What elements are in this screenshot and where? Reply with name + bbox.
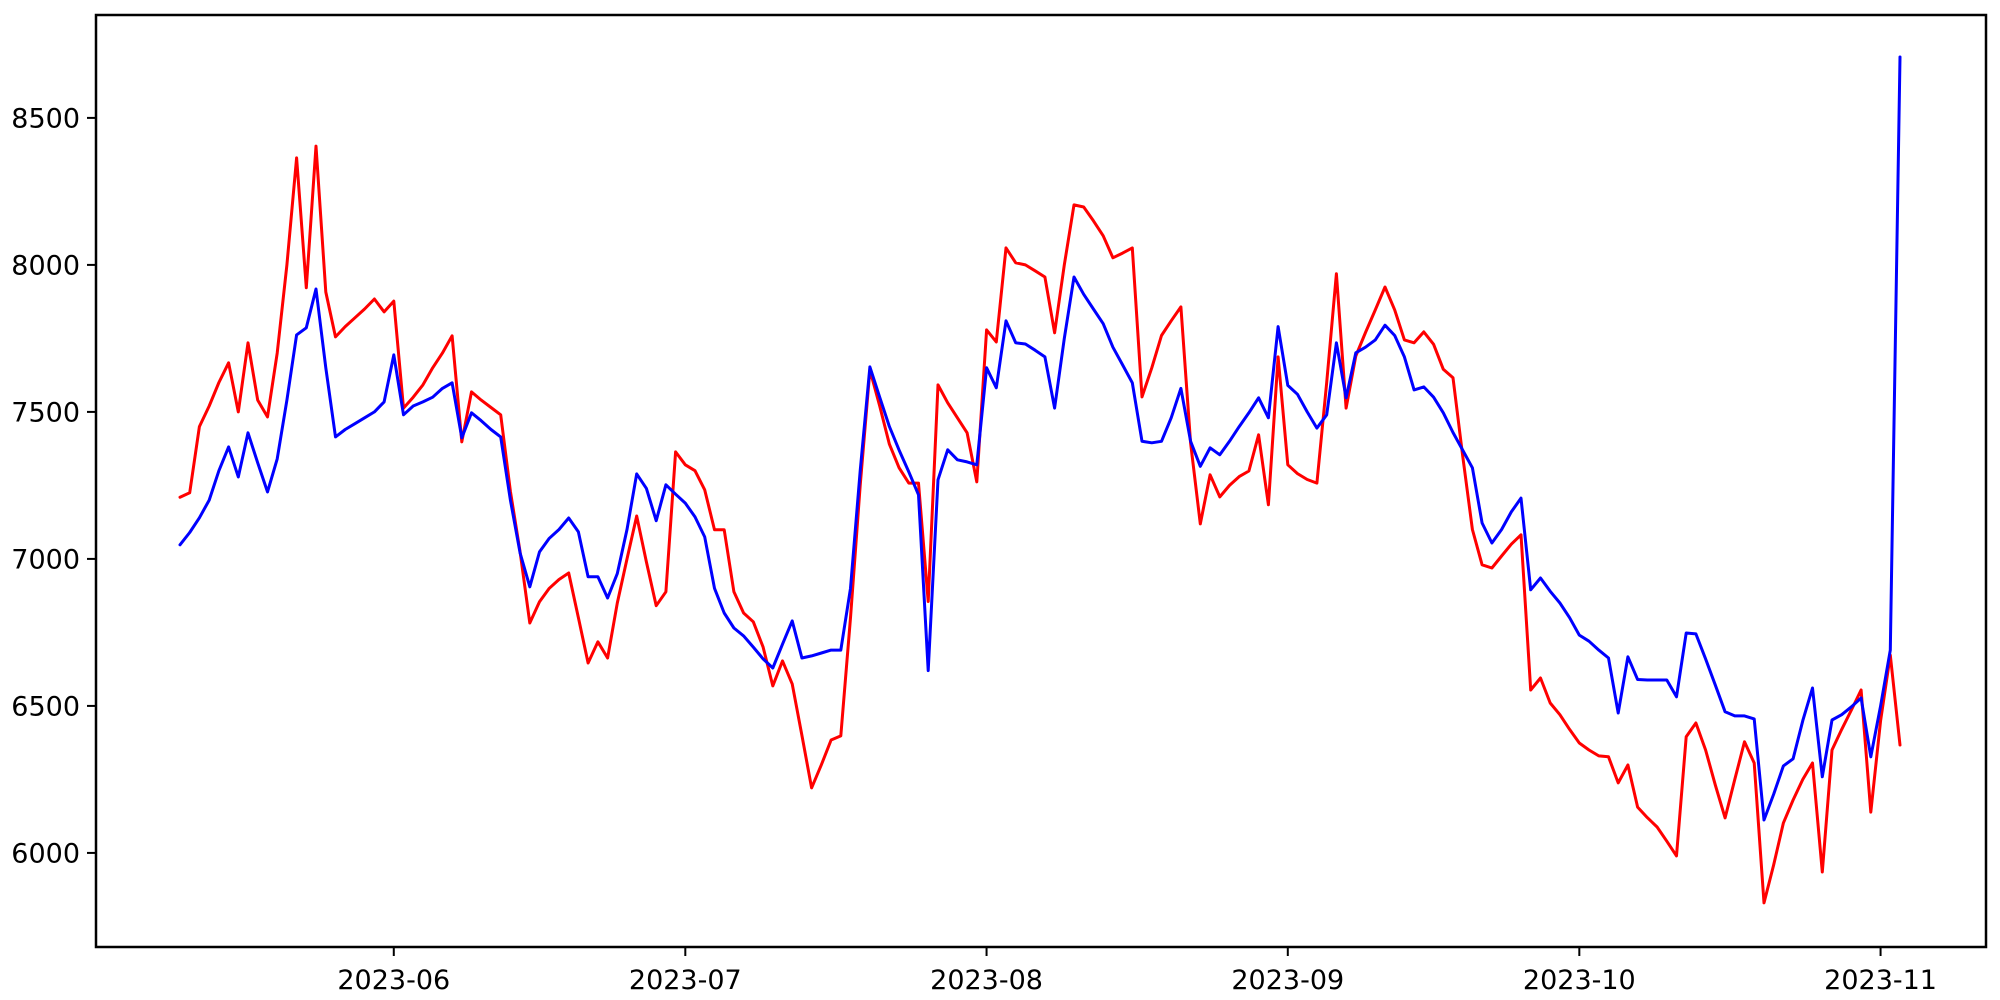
x-tick-label: 2023-08 xyxy=(930,965,1043,996)
y-tick-label: 8500 xyxy=(11,103,80,134)
blue-line xyxy=(178,55,1902,822)
y-tick-label: 6000 xyxy=(11,838,80,869)
x-tick-label: 2023-06 xyxy=(337,965,450,996)
x-tick-label: 2023-07 xyxy=(629,965,742,996)
x-tick-label: 2023-10 xyxy=(1523,965,1636,996)
y-tick-label: 6500 xyxy=(11,691,80,722)
x-tick-label: 2023-09 xyxy=(1231,965,1344,996)
y-tick-label: 7000 xyxy=(11,544,80,575)
y-tick-label: 7500 xyxy=(11,397,80,428)
y-tick-label: 8000 xyxy=(11,250,80,281)
axes-frame xyxy=(94,13,1988,949)
red-line xyxy=(178,144,1902,905)
x-tick-label: 2023-11 xyxy=(1824,965,1937,996)
